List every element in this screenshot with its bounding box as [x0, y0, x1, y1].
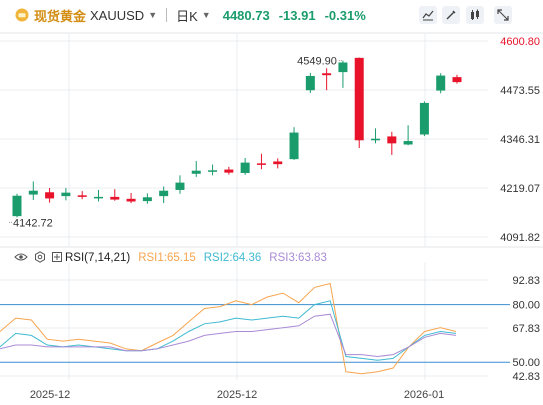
candle-body	[256, 163, 266, 165]
rsi-y-tick-label: 80.00	[512, 300, 540, 312]
rsi-y-tick-label: 92.83	[512, 275, 540, 287]
candle-body	[12, 195, 22, 217]
candle-body	[191, 170, 201, 174]
rsi-series-line-rsi1	[0, 282, 457, 375]
period-dropdown-icon[interactable]: ▼	[201, 10, 211, 20]
instrument-symbol[interactable]: XAUUSD	[90, 7, 145, 23]
fullscreen-icon[interactable]	[494, 6, 512, 24]
quote-header: 现货黄金 XAUUSD ▼ 日K ▼ 4480.73 -13.91 -0.31%	[0, 0, 543, 30]
line-tool-icon[interactable]	[419, 6, 437, 24]
draw-tool-icon[interactable]	[442, 6, 460, 24]
x-tick-label: 2025-12	[30, 389, 70, 401]
rsi-y-tick-label: 50.00	[512, 357, 540, 369]
candle-body	[354, 57, 364, 141]
gold-bar-icon	[15, 8, 29, 22]
x-tick-label: 2025-12	[217, 389, 257, 401]
rsi-indicator-name[interactable]: RSI(7,14,21)	[65, 252, 131, 264]
high-annotation: 4549.90	[297, 56, 337, 68]
candle-body	[110, 196, 120, 200]
symbol-dropdown-icon[interactable]: ▼	[148, 10, 158, 20]
price-change: -13.91	[278, 7, 316, 23]
period-selector[interactable]: 日K	[176, 8, 198, 24]
rsi-y-tick-label: 42.83	[512, 371, 540, 383]
candle-body	[159, 190, 169, 197]
candle-body	[142, 197, 152, 202]
y-tick-label: 4219.07	[500, 183, 540, 195]
rsi-series-line-rsi3	[0, 313, 457, 358]
candle-body	[240, 162, 250, 174]
rsi1-value: RSI1:65.15	[138, 252, 196, 264]
rsi-legend: RSI(7,14,21) RSI1:65.15 RSI2:64.36 RSI3:…	[14, 250, 335, 266]
candle-body	[224, 169, 234, 173]
candle-body	[175, 182, 185, 190]
candle-body	[371, 138, 381, 141]
candle-body	[126, 198, 136, 202]
divider	[166, 8, 168, 22]
price-change-percent: -0.31%	[324, 7, 366, 23]
compare-icon[interactable]	[466, 6, 484, 24]
x-tick-label: 2026-01	[404, 389, 444, 401]
rsi3-value: RSI3:63.83	[269, 252, 327, 264]
candle-body	[322, 73, 332, 76]
rsi2-value: RSI2:64.36	[203, 252, 262, 264]
candle-body	[93, 196, 103, 199]
candle-body	[403, 141, 413, 145]
y-tick-label: 4346.31	[500, 134, 540, 146]
settings-icon[interactable]	[34, 250, 46, 266]
candle-body	[273, 161, 283, 165]
candle-body	[77, 195, 87, 197]
eye-icon[interactable]	[14, 252, 28, 265]
y-tick-label: 4473.55	[500, 85, 540, 97]
candle-body	[61, 192, 71, 197]
candle-body	[436, 75, 446, 91]
candle-body	[305, 75, 315, 91]
y-tick-label: 4600.80	[500, 36, 540, 48]
low-annotation: 4142.72	[13, 217, 53, 229]
y-tick-label: 4091.82	[500, 232, 540, 244]
expand-icon[interactable]	[52, 251, 62, 265]
candle-body	[208, 170, 218, 172]
candle-body	[28, 190, 38, 195]
last-price: 4480.73	[222, 7, 270, 23]
rsi-y-tick-label: 67.83	[512, 323, 540, 335]
candle-body	[289, 132, 299, 160]
candle-body	[419, 102, 429, 135]
candle-body	[452, 77, 462, 83]
candle-body	[338, 62, 348, 73]
candle-body	[45, 192, 55, 199]
candle-body	[387, 136, 397, 144]
rsi-series-line-rsi2	[0, 300, 457, 361]
instrument-name: 现货黄金	[34, 8, 87, 24]
